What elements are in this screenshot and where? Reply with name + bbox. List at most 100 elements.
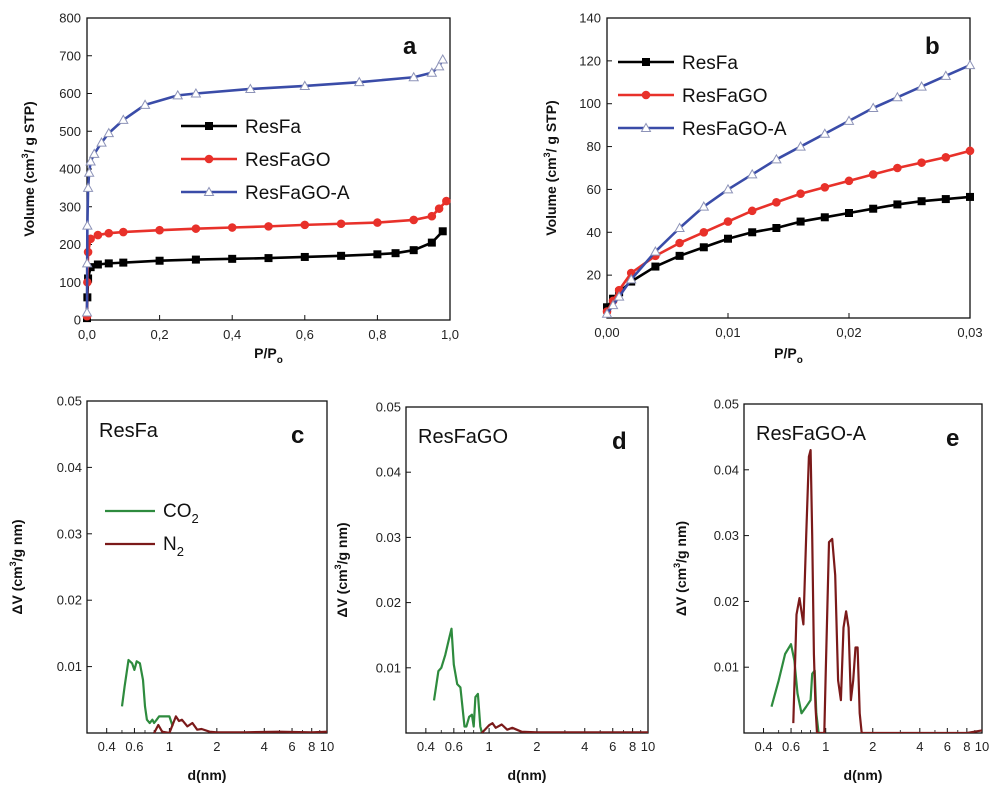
b-data-point (674, 222, 685, 232)
b-xaxis-label: P/Po (774, 345, 803, 366)
a-data-point (427, 211, 437, 221)
b-panel-letter: b (925, 33, 940, 60)
c-plot-frame (86, 400, 328, 734)
a-data-point (172, 89, 184, 100)
a-data-point (88, 148, 100, 158)
panel-c: 0.01 0.02 0.03 0.04 0.05 0.4 0.6 1 2 4 6 8 10 d(nm) ΔV… (8, 394, 334, 784)
a-data-point (83, 167, 95, 177)
a-data-point (264, 222, 273, 231)
c-xaxis-label: d(nm) (188, 767, 227, 783)
a-series-line (85, 230, 444, 319)
b-legend-label: ResFaGO (682, 86, 768, 107)
b-ytick-label: 140 (579, 11, 601, 26)
e-xtick-label: 1 (822, 739, 829, 754)
b-data-point (867, 102, 879, 112)
b-data-point (820, 182, 830, 192)
c-series-N2 (153, 715, 327, 733)
e-xtick-label: 4 (916, 739, 923, 754)
c-xtick-label: 0.6 (125, 739, 143, 754)
a-ytick-label: 200 (59, 237, 81, 252)
a-data-point (373, 218, 382, 227)
c-ytick-label: 0.05 (57, 394, 82, 409)
b-data-point (845, 209, 853, 217)
d-ytick-label: 0.01 (376, 660, 401, 675)
b-data-point (748, 228, 757, 237)
a-yaxis-sup: 3 (20, 153, 30, 158)
e-xtick-label: 0.4 (754, 739, 772, 754)
c-xtick-label: 2 (213, 739, 220, 754)
d-plot-frame (405, 406, 649, 734)
a-data-point (244, 83, 256, 93)
b-legend-label: ResFa (682, 53, 738, 74)
e-xtick-label: 6 (944, 739, 951, 754)
a-panel-letter: a (403, 33, 417, 60)
d-yaxis-sup: 3 (333, 564, 343, 569)
a-data-point (438, 227, 447, 236)
e-series-group (770, 449, 982, 733)
a-legend-marker (204, 154, 214, 164)
a-yaxis-rest: / g STP) (21, 101, 37, 153)
b-legend-item: ResFaGO-A (618, 119, 787, 140)
c-legend-label: N2 (163, 534, 184, 559)
b-legend-label: ResFaGO-A (682, 119, 787, 140)
c-yaxis-label: ΔV (cm3/g nm) (8, 519, 25, 614)
a-data-point (336, 219, 346, 229)
b-ytick-label: 100 (579, 96, 601, 111)
b-data-point (893, 200, 902, 209)
b-legend-marker (640, 122, 652, 132)
a-data-point (119, 227, 128, 237)
d-xtick-label: 2 (533, 739, 540, 754)
b-data-point (795, 141, 806, 151)
a-data-point (353, 76, 365, 87)
a-ytick-label: 500 (59, 124, 81, 139)
e-plot-frame (743, 403, 983, 734)
e-panel-letter: e (946, 425, 959, 452)
panel-a: 0 100 200 300 400 500 600 700 800 0,0 0,2 0,4 0,6 0,8… (20, 11, 459, 367)
a-data-point (299, 80, 311, 90)
a-series-ResFa (83, 227, 447, 323)
b-series-ResFa (603, 192, 974, 312)
a-ytick-label: 600 (59, 86, 81, 101)
a-legend-label: ResFaGO (245, 150, 331, 171)
d-series-group (432, 627, 648, 733)
a-ytick-label: 100 (59, 275, 81, 290)
d-yaxis-rest: /g nm) (334, 522, 350, 564)
a-data-point (227, 223, 237, 232)
a-ytick-label: 400 (59, 162, 81, 177)
c-panel-letter: c (291, 422, 304, 449)
b-yaxis-label: Volume (cm3/ g STP) (542, 100, 559, 235)
b-data-point (607, 299, 619, 310)
b-data-point (843, 115, 855, 125)
b-data-point (917, 197, 926, 206)
a-data-point (442, 196, 451, 206)
b-data-point (868, 170, 878, 179)
b-data-point (625, 273, 637, 284)
c-xtick-label: 6 (288, 739, 295, 754)
a-ytick-label: 700 (59, 48, 81, 63)
a-data-point (82, 220, 93, 230)
c-ytick-label: 0.02 (57, 593, 82, 608)
b-data-point (698, 201, 710, 211)
b-ytick-label: 80 (587, 139, 601, 154)
a-data-point (85, 155, 96, 166)
c-legend-label: CO2 (163, 501, 199, 526)
a-data-point (103, 127, 115, 138)
b-xtick-label: 0,03 (957, 325, 982, 340)
a-data-point (373, 250, 382, 259)
a-legend-label: ResFaGO-A (245, 183, 350, 204)
a-data-point (117, 114, 129, 124)
e-ytick-label: 0.01 (714, 660, 739, 675)
d-xtick-label: 1 (485, 739, 492, 754)
b-data-point (772, 197, 781, 207)
b-data-point (723, 217, 733, 226)
d-yaxis-label: ΔV (cm3/g nm) (333, 522, 350, 617)
a-xtick-label: 1,0 (441, 327, 459, 342)
d-xtick-label: 10 (641, 739, 655, 754)
c-xtick-label: 10 (320, 739, 334, 754)
d-xtick-label: 0.6 (445, 739, 463, 754)
b-plot-frame (606, 17, 971, 319)
b-data-point (893, 163, 902, 173)
c-ytick-label: 0.01 (57, 659, 82, 674)
e-ytick-label: 0.04 (714, 462, 739, 477)
d-ytick-label: 0.02 (376, 595, 401, 610)
